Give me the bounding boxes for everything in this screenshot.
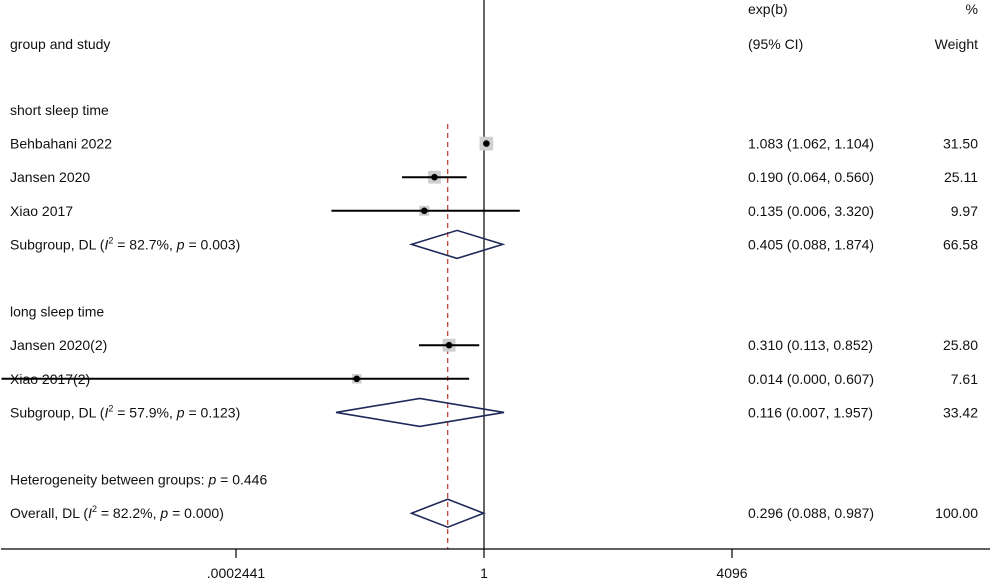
label-p-text: = 0.446 xyxy=(216,472,267,488)
study-row: Behbahani 2022 1.083 (1.062, 1.104) 31.50 xyxy=(10,136,978,152)
label-p-text: = 0.000) xyxy=(168,505,224,521)
label-i2-sym: I xyxy=(88,505,92,521)
group-row: short sleep time xyxy=(10,102,109,118)
heterogeneity-label: Heterogeneity between groups: p = 0.446 xyxy=(10,472,267,488)
weight-value: 9.97 xyxy=(951,203,978,219)
label-label-prefix: Heterogeneity between groups: xyxy=(10,472,208,488)
estimate-dot xyxy=(445,341,453,349)
weight-value: 7.61 xyxy=(951,371,978,387)
label-i2-sup: 2 xyxy=(108,235,113,245)
label-i2-text: = 57.9%, xyxy=(113,404,176,420)
label-p-sym: p xyxy=(176,404,185,420)
x-axis: .0002441 1 4096 xyxy=(1,548,990,581)
weight-value: 31.50 xyxy=(943,136,978,152)
label-i2-sym: I xyxy=(104,236,108,252)
label-p-text: = 0.123) xyxy=(185,404,241,420)
group-label: short sleep time xyxy=(10,102,109,118)
estimate-dot xyxy=(431,173,438,181)
ci-value: 0.014 (0.000, 0.607) xyxy=(748,371,874,387)
subgroup-row: Subgroup, DL (I2 = 57.9%, p = 0.123) 0.11… xyxy=(10,397,978,428)
weight-value: 66.58 xyxy=(943,236,978,252)
ci-value: 0.135 (0.006, 3.320) xyxy=(748,203,874,219)
ci-value: 0.405 (0.088, 1.874) xyxy=(748,236,874,252)
header-weight-label: Weight xyxy=(935,36,978,52)
pooled-diamond xyxy=(335,397,505,428)
ci-value: 0.190 (0.064, 0.560) xyxy=(748,169,874,185)
study-row: Jansen 2020(2) 0.310 (0.113, 0.852) 25.80 xyxy=(10,337,978,353)
weight-value: 33.42 xyxy=(943,404,978,420)
ci-value: 0.310 (0.113, 0.852) xyxy=(748,337,873,353)
label-p-text: = 0.003) xyxy=(185,236,241,252)
subgroup-label: Subgroup, DL (I2 = 57.9%, p = 0.123) xyxy=(10,403,240,420)
subgroup-row: Subgroup, DL (I2 = 82.7%, p = 0.003) 0.40… xyxy=(10,229,978,260)
label-label-prefix: Subgroup, DL ( xyxy=(10,404,105,420)
pooled-diamond xyxy=(408,229,506,260)
study-label: Jansen 2020 xyxy=(10,169,90,185)
group-label: long sleep time xyxy=(10,304,104,320)
x-tick-label: .0002441 xyxy=(207,565,266,581)
study-label: Behbahani 2022 xyxy=(10,136,112,152)
forest-rows: short sleep time Behbahani 2022 1.083 (1.0… xyxy=(1,0,978,549)
header: group and study exp(b) (95% CI) % Weight xyxy=(10,1,978,52)
label-i2-text: = 82.7%, xyxy=(113,236,176,252)
weight-value: 25.11 xyxy=(944,169,978,185)
study-label: Xiao 2017 xyxy=(10,203,73,219)
x-tick-label: 4096 xyxy=(716,565,747,581)
label-label-prefix: Subgroup, DL ( xyxy=(10,236,105,252)
estimate-dot xyxy=(420,207,428,215)
study-row: Xiao 2017(2) 0.014 (0.000, 0.607) 7.61 xyxy=(1,371,978,387)
pooled-diamond xyxy=(409,498,486,529)
x-tick-label: 1 xyxy=(480,565,488,581)
header-group-label: group and study xyxy=(10,36,110,52)
study-row: Jansen 2020 0.190 (0.064, 0.560) 25.11 xyxy=(10,169,978,185)
ci-value: 1.083 (1.062, 1.104) xyxy=(748,136,874,152)
estimate-dot xyxy=(483,140,490,147)
overall-label: Overall, DL (I2 = 82.2%, p = 0.000) xyxy=(10,504,224,521)
subgroup-label: Subgroup, DL (I2 = 82.7%, p = 0.003) xyxy=(10,235,240,252)
header-ci-label: (95% CI) xyxy=(748,36,803,52)
header-effect-label: exp(b) xyxy=(748,1,788,17)
label-i2-text: = 82.2%, xyxy=(97,505,160,521)
label-i2-sym: I xyxy=(104,404,108,420)
ci-value: 0.116 (0.007, 1.957) xyxy=(748,404,873,420)
group-row: long sleep time xyxy=(10,304,104,320)
label-p-sym: p xyxy=(159,505,168,521)
label-i2-sup: 2 xyxy=(92,504,97,514)
study-label: Jansen 2020(2) xyxy=(10,337,107,353)
header-weight-percent: % xyxy=(966,1,978,17)
label-p-sym: p xyxy=(176,236,185,252)
weight-value: 25.80 xyxy=(943,337,978,353)
label-label-prefix: Overall, DL ( xyxy=(10,505,88,521)
label-i2-sup: 2 xyxy=(108,403,113,413)
study-row: Xiao 2017 0.135 (0.006, 3.320) 9.97 xyxy=(10,203,978,219)
het-row: Heterogeneity between groups: p = 0.446 xyxy=(10,472,267,488)
overall-row: Overall, DL (I2 = 82.2%, p = 0.000) 0.296… xyxy=(10,498,978,529)
ci-value: 0.296 (0.088, 0.987) xyxy=(748,505,874,521)
label-p-sym: p xyxy=(207,472,216,488)
weight-value: 100.00 xyxy=(935,505,978,521)
estimate-dot xyxy=(353,375,361,383)
